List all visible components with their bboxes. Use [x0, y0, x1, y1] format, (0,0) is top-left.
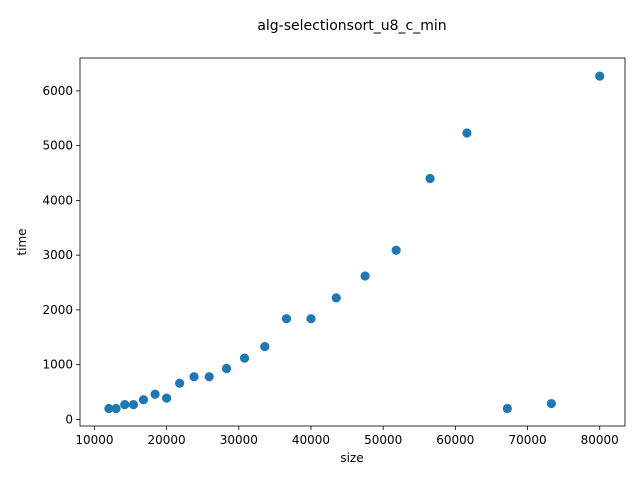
x-tick-label: 10000 [75, 433, 113, 447]
data-point [175, 378, 185, 388]
data-point [204, 372, 214, 382]
data-point [462, 128, 472, 138]
data-point [595, 71, 605, 81]
x-tick-label: 40000 [292, 433, 330, 447]
y-tick-label: 6000 [42, 84, 73, 98]
y-tick-label: 0 [65, 412, 73, 426]
x-tick-label: 30000 [220, 433, 258, 447]
data-point [360, 271, 370, 281]
data-point [391, 245, 401, 255]
x-axis: 10000 20000 30000 40000 50000 60000 70000 80000 [75, 426, 619, 447]
y-tick-label: 4000 [42, 193, 73, 207]
data-point [150, 389, 160, 399]
x-tick-label: 20000 [148, 433, 186, 447]
data-point [221, 363, 232, 374]
data-point [120, 400, 130, 410]
data-point [128, 400, 139, 410]
data-point [104, 403, 114, 414]
y-axis: 0 1000 2000 3000 4000 5000 6000 [42, 84, 80, 426]
data-point [502, 403, 512, 414]
x-tick-label: 60000 [436, 433, 474, 447]
y-tick-label: 2000 [42, 303, 73, 317]
data-point [260, 341, 270, 352]
y-tick-label: 3000 [42, 248, 73, 262]
data-point [111, 403, 121, 414]
data-point [162, 393, 172, 403]
y-axis-label: time [15, 228, 29, 255]
x-tick-label: 80000 [581, 433, 619, 447]
data-points [104, 71, 605, 414]
data-point [425, 173, 435, 184]
data-point [306, 314, 316, 324]
y-tick-label: 5000 [42, 139, 73, 153]
y-tick-label: 1000 [42, 358, 73, 372]
data-point [138, 395, 149, 405]
plot-area [79, 57, 626, 427]
data-point [331, 293, 341, 303]
data-point [239, 353, 250, 363]
data-point [189, 372, 199, 382]
x-axis-label: size [340, 451, 363, 465]
data-point [281, 314, 292, 324]
x-tick-label: 70000 [508, 433, 546, 447]
data-point [546, 398, 556, 409]
x-tick-label: 50000 [364, 433, 402, 447]
chart-title: alg-selectionsort_u8_c_min [257, 18, 446, 34]
axes-frame [79, 57, 626, 427]
